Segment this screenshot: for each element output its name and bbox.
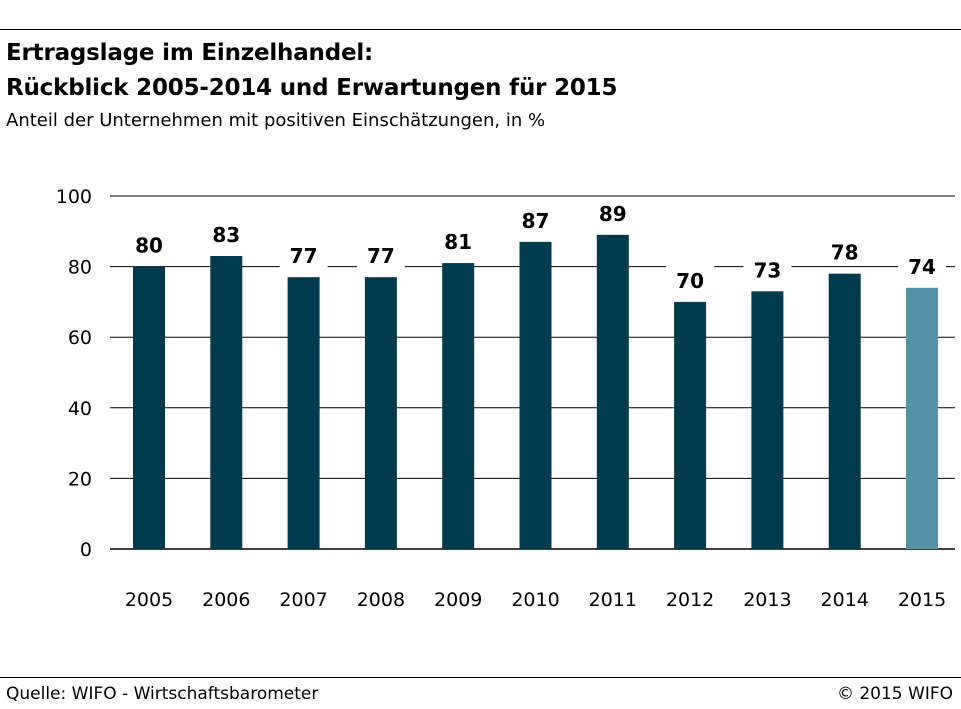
source-note: Quelle: WIFO - Wirtschaftsbarometer [6, 684, 319, 704]
bar [828, 273, 861, 549]
bar [751, 291, 784, 549]
data-label: 73 [753, 258, 781, 282]
y-tick-label: 0 [80, 539, 92, 561]
bar [674, 301, 707, 549]
bar [596, 234, 629, 549]
x-tick-label: 2011 [589, 589, 637, 611]
bar [287, 277, 320, 549]
data-label: 77 [290, 244, 318, 268]
data-label: 87 [522, 209, 550, 233]
x-tick-label: 2012 [666, 589, 714, 611]
data-label: 77 [367, 244, 395, 268]
chart-title-line-1: Ertragslage im Einzelhandel: [6, 40, 374, 66]
top-rule [0, 29, 961, 30]
data-label-background [743, 255, 792, 284]
bar [133, 266, 165, 549]
y-tick-label: 20 [68, 468, 92, 490]
data-label: 70 [676, 269, 704, 293]
copyright-note: © 2015 WIFO [836, 684, 953, 704]
x-tick-label: 2013 [743, 589, 791, 611]
data-label-background [125, 230, 173, 259]
chart-title-line-2: Rückblick 2005-2014 und Erwartungen für … [6, 75, 618, 101]
y-tick-labels: 0 20 40 60 80 100 [56, 186, 92, 561]
data-label-background [898, 251, 946, 280]
bar [906, 287, 938, 549]
x-tick-label: 2008 [357, 589, 405, 611]
data-label-background [820, 237, 869, 266]
bar [442, 263, 475, 549]
x-tick-label: 2009 [434, 589, 482, 611]
x-tick-labels: 2005 2006 2007 2008 2009 2010 2011 2012 2013 2014… [125, 589, 946, 611]
bar [364, 277, 397, 549]
data-label: 83 [212, 223, 240, 247]
data-label: 74 [908, 255, 936, 279]
bottom-rule [0, 677, 961, 678]
data-label-background [202, 220, 251, 249]
data-label-background [511, 205, 560, 234]
x-tick-label: 2010 [511, 589, 559, 611]
data-label: 78 [831, 241, 859, 265]
x-tick-label: 2007 [279, 589, 327, 611]
data-label-background [666, 265, 715, 294]
data-label: 81 [444, 230, 472, 254]
data-label: 89 [599, 202, 627, 226]
data-label-background [588, 198, 637, 227]
y-tick-label: 60 [68, 327, 92, 349]
x-tick-label: 2005 [125, 589, 173, 611]
bar [519, 241, 552, 549]
y-tick-label: 80 [68, 257, 92, 279]
y-tick-label: 40 [68, 398, 92, 420]
data-label-background [279, 241, 328, 270]
bar [210, 256, 243, 549]
y-tick-label: 100 [56, 186, 92, 208]
data-label-background [356, 241, 405, 270]
data-label: 80 [135, 234, 163, 258]
bars [133, 234, 938, 549]
x-tick-label: 2006 [202, 589, 250, 611]
x-tick-label: 2014 [821, 589, 869, 611]
data-label-background [434, 227, 483, 256]
chart-subtitle: Anteil der Unternehmen mit positiven Ein… [6, 110, 546, 131]
x-tick-label: 2015 [898, 589, 946, 611]
data-labels: 80 83 77 77 81 87 89 70 73 78 74 [125, 198, 946, 294]
bar-chart: 0 20 40 60 80 100 2005 2006 2007 2008 2009 2010 201… [56, 186, 955, 611]
